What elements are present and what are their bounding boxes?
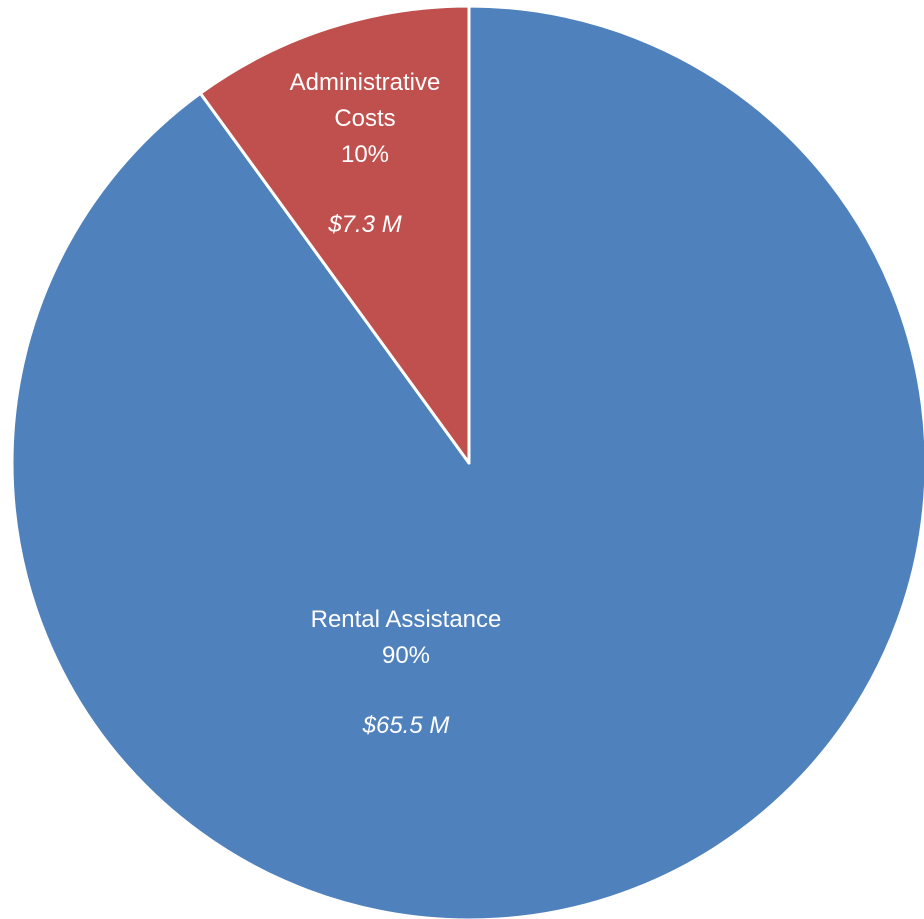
pie-slice (198, 4, 471, 465)
percent-label: 10% (340, 141, 390, 168)
category-label: Administrative Costs (289, 69, 441, 132)
amount-label: $7.3 M (328, 211, 402, 238)
amount-label: $65.5 M (362, 712, 450, 739)
slice-label: Administrative Costs 10% $7.3 M (275, 65, 455, 243)
slice-label: Rental Assistance 90% $65.5 M (256, 602, 556, 744)
percent-label: 90% (381, 642, 431, 669)
category-label: Rental Assistance (310, 606, 502, 633)
